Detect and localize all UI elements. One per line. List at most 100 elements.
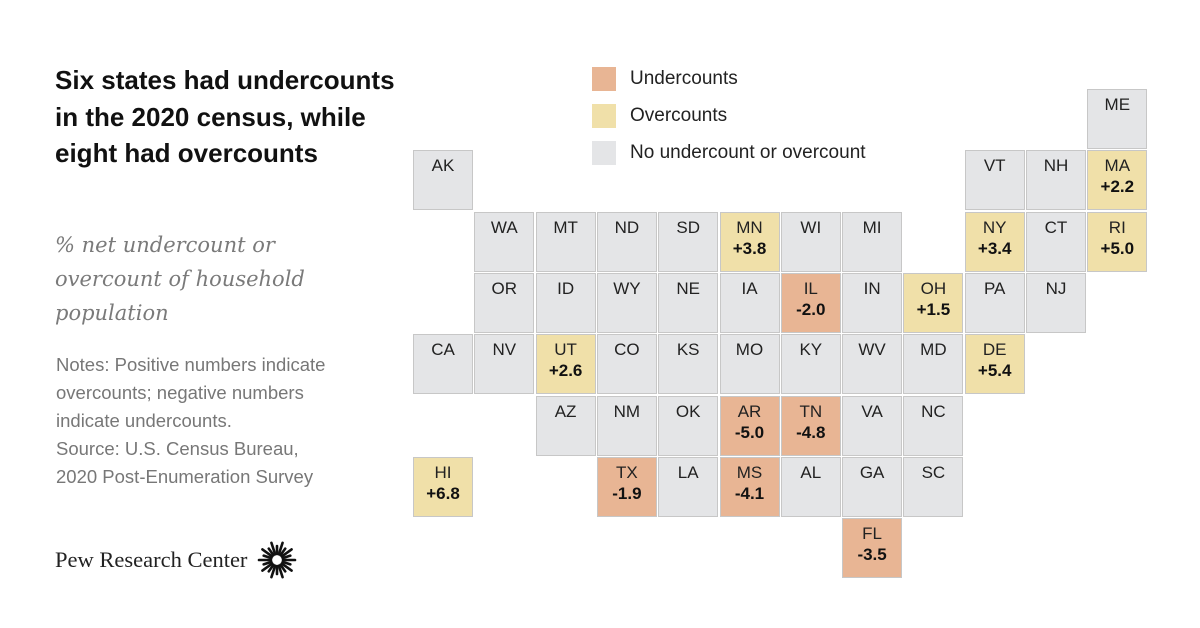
state-abbr: KY — [799, 340, 823, 360]
state-abbr: NM — [613, 401, 641, 421]
state-tile-sc: SC — [903, 456, 964, 517]
state-tile-ut: UT +2.6 — [535, 334, 596, 395]
state-value-label: +5.0 — [1100, 238, 1135, 258]
state-tile-nj: NJ — [1026, 272, 1086, 333]
state-abbr: TX — [616, 462, 638, 482]
legend: Undercounts Overcounts No undercount or … — [592, 60, 866, 171]
state-tile-wy: WY — [596, 272, 657, 333]
state-tile-mo: MO — [719, 334, 780, 395]
state-abbr: NC — [921, 401, 946, 421]
state-tile-fl: FL -3.5 — [842, 518, 903, 579]
legend-item-overcounts: Overcounts — [592, 97, 866, 134]
state-abbr: AZ — [554, 401, 577, 421]
state-value-label: +2.6 — [548, 361, 583, 381]
state-tile-me: ME — [1087, 89, 1148, 149]
state-tile-ky: KY — [780, 334, 841, 395]
state-tile-ne: NE — [658, 272, 719, 333]
state-value-label: -2.0 — [796, 299, 826, 319]
state-abbr: OH — [920, 278, 947, 298]
state-abbr: CA — [431, 340, 455, 360]
source-line: Source: U.S. Census Bureau, — [56, 438, 299, 459]
state-abbr: ME — [1104, 95, 1131, 114]
state-tile-wv: WV — [842, 334, 903, 395]
state-tile-ar: AR -5.0 — [719, 395, 780, 456]
state-tile-ct: CT — [1026, 211, 1086, 272]
state-value-label: +3.8 — [732, 238, 767, 258]
pew-sunburst-icon — [258, 541, 297, 579]
logo-ray — [281, 554, 293, 560]
legend-item-undercounts: Undercounts — [592, 60, 866, 97]
state-abbr: UT — [554, 340, 577, 360]
state-tile-ga: GA — [842, 456, 903, 517]
logo-ray — [279, 547, 287, 557]
state-tile-co: CO — [596, 334, 657, 395]
notes-line: indicate undercounts. — [56, 410, 232, 431]
state-abbr: DE — [982, 340, 1007, 360]
state-abbr: MS — [736, 462, 763, 482]
chart-subtitle: % net undercount or overcount of househo… — [55, 233, 305, 325]
state-tile-or: OR — [474, 272, 535, 333]
state-tile-mi: MI — [842, 211, 903, 272]
legend-swatch-overcounts — [592, 103, 616, 128]
state-abbr: WY — [613, 278, 641, 298]
state-tile-mt: MT — [535, 211, 596, 272]
state-tile-id: ID — [535, 272, 596, 333]
legend-item-neutral: No undercount or overcount — [592, 134, 866, 171]
state-tile-ca: CA — [413, 334, 473, 395]
state-tile-in: IN — [842, 272, 903, 333]
state-abbr: WA — [490, 217, 518, 237]
state-value-label: -1.9 — [612, 483, 642, 503]
state-abbr: WV — [858, 340, 886, 360]
notes-block: Notes: Positive numbers indicate overcou… — [56, 351, 386, 491]
state-abbr: NH — [1043, 156, 1069, 176]
state-abbr: MN — [736, 217, 763, 237]
logo-ray — [267, 563, 276, 573]
state-abbr: PA — [983, 278, 1006, 298]
state-abbr: HI — [434, 462, 452, 482]
state-tile-de: DE +5.4 — [964, 334, 1025, 395]
state-abbr: MA — [1104, 156, 1131, 176]
state-abbr: CO — [614, 340, 640, 360]
state-value-label: -5.0 — [734, 422, 765, 442]
state-tile-ks: KS — [658, 334, 719, 395]
state-abbr: IL — [803, 278, 818, 298]
state-tile-wa: WA — [474, 211, 535, 272]
legend-label: Overcounts — [630, 104, 728, 126]
state-tile-mn: MN +3.8 — [719, 211, 780, 272]
logo-ray — [270, 541, 277, 556]
state-abbr: KS — [676, 340, 700, 360]
state-abbr: OK — [675, 401, 701, 421]
state-abbr: TN — [799, 401, 823, 421]
state-abbr: NJ — [1045, 278, 1067, 298]
state-abbr: MI — [862, 217, 882, 237]
state-abbr: NE — [676, 278, 700, 298]
state-abbr: RI — [1108, 217, 1126, 237]
state-tile-nh: NH — [1026, 150, 1086, 211]
logo-ray — [262, 560, 274, 566]
state-tile-ma: MA +2.2 — [1087, 150, 1148, 211]
state-abbr: FL — [862, 524, 883, 544]
state-tile-sd: SD — [658, 211, 719, 272]
chart-title: Six states had undercounts in the 2020 c… — [55, 65, 395, 168]
state-tile-pa: PA — [964, 272, 1025, 333]
state-abbr: AL — [800, 462, 822, 482]
state-abbr: WI — [800, 217, 822, 237]
state-value-label: -4.1 — [734, 483, 765, 503]
logo-ray — [279, 563, 287, 573]
state-tile-va: VA — [842, 395, 903, 456]
state-tile-nc: NC — [903, 395, 964, 456]
state-tile-vt: VT — [964, 150, 1025, 211]
logo-ray — [270, 564, 277, 579]
legend-label: Undercounts — [630, 67, 738, 89]
legend-label: No undercount or overcount — [630, 141, 866, 163]
state-value-label: -4.8 — [796, 422, 826, 442]
state-tile-wi: WI — [780, 211, 841, 272]
state-tile-ok: OK — [658, 395, 719, 456]
state-abbr: IN — [863, 278, 881, 298]
notes-line: Notes: Positive numbers indicate — [56, 354, 326, 375]
state-abbr: AR — [737, 401, 762, 421]
state-abbr: GA — [859, 462, 885, 482]
state-abbr: SC — [921, 462, 946, 482]
state-tile-md: MD — [903, 334, 964, 395]
state-value-label: -3.5 — [857, 545, 887, 565]
